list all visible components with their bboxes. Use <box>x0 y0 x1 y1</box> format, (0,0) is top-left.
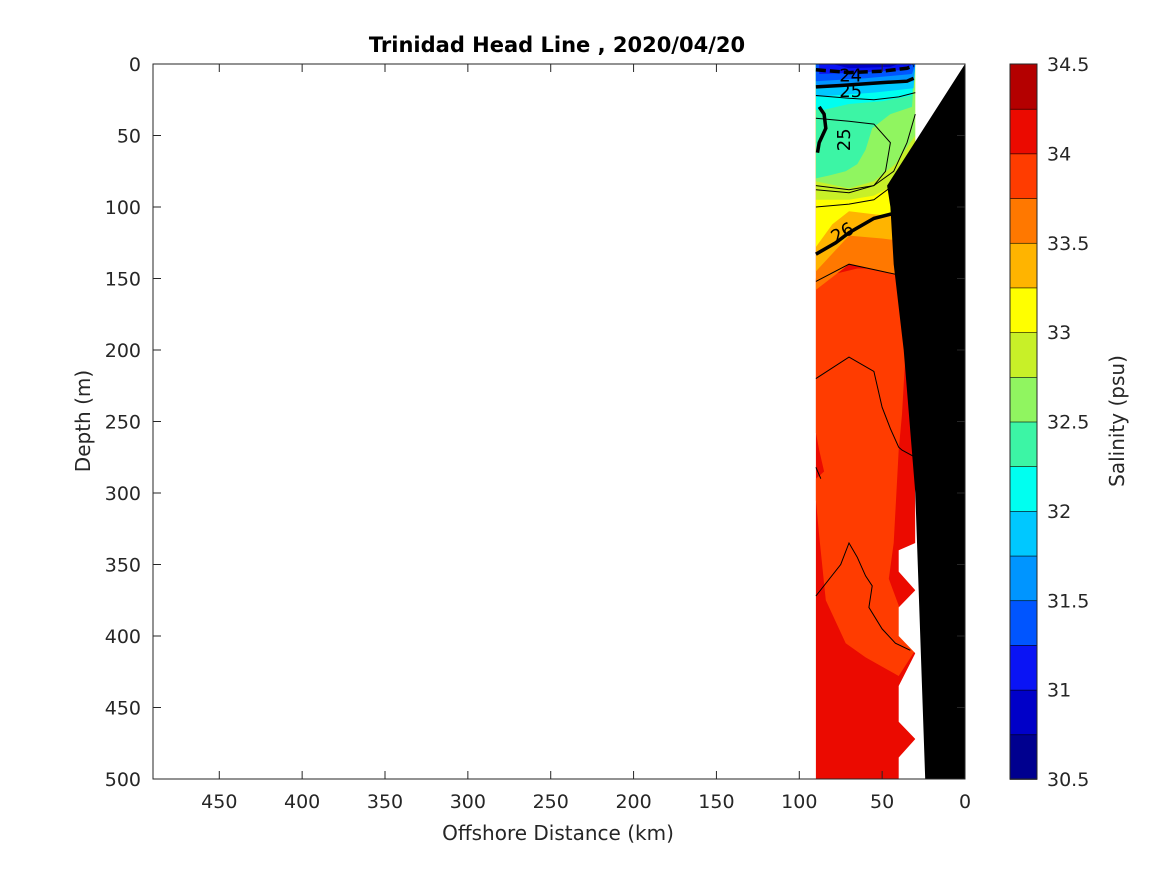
colorbar-swatch <box>1009 644 1038 691</box>
x-tick-label: 200 <box>615 791 651 813</box>
x-axis-label: Offshore Distance (km) <box>442 821 674 845</box>
colorbar-tick-label: 34 <box>1047 143 1071 165</box>
colorbar-frame <box>1009 63 1038 780</box>
x-axis-ticks: 450 400 350 300 250 200 150 100 50 0 <box>201 64 971 813</box>
y-tick-label: 250 <box>105 412 141 434</box>
colorbar-swatch <box>1009 153 1038 199</box>
bathymetry-layer <box>887 64 965 779</box>
contour-label-24: 24 <box>839 65 862 86</box>
colorbar-tick-label: 33.5 <box>1047 233 1089 255</box>
chart-title: Trinidad Head Line , 2020/04/20 <box>369 33 745 57</box>
density-contour-thin-2 <box>815 113 916 194</box>
density-contour-24 <box>815 63 915 75</box>
x-tick-label: 150 <box>698 791 734 813</box>
colorbar-swatch <box>1009 331 1038 378</box>
density-contour-25-surface <box>815 76 915 89</box>
density-contour-layer <box>815 63 916 651</box>
x-tick-label: 300 <box>450 791 486 813</box>
density-contour-25-lens <box>815 105 828 153</box>
colorbar-swatch <box>1009 734 1038 780</box>
x-tick-label: 0 <box>959 791 971 813</box>
colorbar-swatch <box>1009 421 1038 467</box>
x-tick-label: 450 <box>201 791 237 813</box>
density-contour-thin-7 <box>815 467 822 479</box>
y-tick-label: 0 <box>129 54 141 76</box>
y-tick-label: 400 <box>105 626 141 648</box>
y-tick-label: 450 <box>105 698 141 720</box>
colorbar-tick-label: 34.5 <box>1047 54 1089 76</box>
y-tick-label: 150 <box>105 269 141 291</box>
colorbar-swatch <box>1009 510 1038 557</box>
colorbar-ticks: 34.5 34 33.5 33 32.5 32 31.5 31 30.5 <box>1047 54 1089 791</box>
colorbar-tick-label: 32.5 <box>1047 412 1089 434</box>
contour-label-25: 25 <box>834 128 855 151</box>
colorbar-tick-label: 31.5 <box>1047 590 1089 612</box>
colorbar-swatch <box>1009 197 1038 244</box>
colorbar-tick-label: 31 <box>1047 680 1071 702</box>
colorbar-tick-label: 30.5 <box>1047 769 1089 791</box>
colorbar-swatches <box>1009 63 1038 780</box>
colorbar-swatch <box>1009 599 1038 646</box>
colorbar-swatch <box>1009 376 1038 423</box>
y-axis-label: Depth (m) <box>71 370 95 472</box>
salinity-band-33.75-34 <box>815 268 916 676</box>
colorbar-label: Salinity (psu) <box>1105 355 1129 487</box>
colorbar-swatch <box>1009 689 1038 736</box>
colorbar: 34.5 34 33.5 33 32.5 32 31.5 31 30.5 <box>1009 54 1089 791</box>
y-tick-label: 300 <box>105 483 141 505</box>
colorbar-swatch <box>1009 108 1038 155</box>
y-axis-ticks: 0 50 100 150 200 250 300 350 400 450 500 <box>105 54 965 791</box>
density-contour-thin-6 <box>815 541 911 651</box>
x-tick-label: 350 <box>367 791 403 813</box>
colorbar-swatch <box>1009 465 1038 512</box>
x-tick-label: 400 <box>284 791 320 813</box>
y-tick-label: 350 <box>105 555 141 577</box>
y-tick-label: 200 <box>105 340 141 362</box>
y-tick-label: 50 <box>117 126 141 148</box>
colorbar-swatch <box>1009 63 1038 110</box>
colorbar-tick-label: 33 <box>1047 322 1071 344</box>
colorbar-swatch <box>1009 242 1038 289</box>
x-tick-label: 50 <box>870 791 894 813</box>
contour-label-25: 25 <box>839 81 862 102</box>
colorbar-tick-label: 32 <box>1047 501 1071 523</box>
y-tick-label: 500 <box>105 769 141 791</box>
y-tick-label: 100 <box>105 197 141 219</box>
colorbar-swatch <box>1009 555 1038 602</box>
density-contour-thin-1 <box>815 117 891 191</box>
colorbar-swatch <box>1009 287 1038 333</box>
density-contour-thin-5 <box>815 356 916 458</box>
x-tick-label: 100 <box>781 791 817 813</box>
bathymetry-seafloor <box>887 64 965 779</box>
x-tick-label: 250 <box>533 791 569 813</box>
density-contour-thin-8 <box>815 92 916 101</box>
